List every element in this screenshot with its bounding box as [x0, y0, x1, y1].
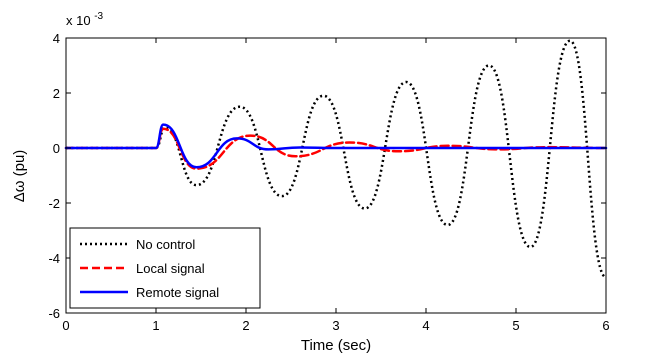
x-tick-label: 5 [512, 318, 519, 333]
x-tick-label: 0 [62, 318, 69, 333]
y-axis-label: Δω (pu) [11, 150, 28, 203]
y-tick-label: 4 [53, 31, 60, 46]
legend: No control Local signal Remote signal [69, 227, 261, 309]
tick-labels-layer: 0 1 2 3 4 5 6 -6 -4 -2 0 2 4 [48, 31, 609, 333]
y-tick-label: 2 [53, 86, 60, 101]
series-line-remote-signal [64, 123, 608, 169]
legend-label-local-signal: Local signal [136, 261, 205, 276]
y-tick-label: -4 [48, 251, 60, 266]
series-layer [64, 39, 608, 279]
y-multiplier-label: x 10 -3 [66, 11, 104, 28]
x-tick-label: 1 [152, 318, 159, 333]
ticks-layer [65, 37, 607, 314]
legend-label-remote-signal: Remote signal [136, 285, 219, 300]
legend-box [69, 227, 261, 309]
y-multiplier-exponent: -3 [94, 11, 103, 22]
y-tick-label: -6 [48, 306, 60, 321]
y-tick-label: 0 [53, 141, 60, 156]
series-line-no-control [66, 39, 608, 279]
x-tick-label: 6 [602, 318, 609, 333]
x-axis-label: Time (sec) [301, 337, 371, 354]
x-tick-label: 4 [422, 318, 429, 333]
y-tick-label: -2 [48, 196, 60, 211]
legend-label-no-control: No control [136, 237, 195, 252]
x-tick-label: 2 [242, 318, 249, 333]
y-multiplier-base: x 10 [66, 13, 91, 28]
x-tick-label: 3 [332, 318, 339, 333]
